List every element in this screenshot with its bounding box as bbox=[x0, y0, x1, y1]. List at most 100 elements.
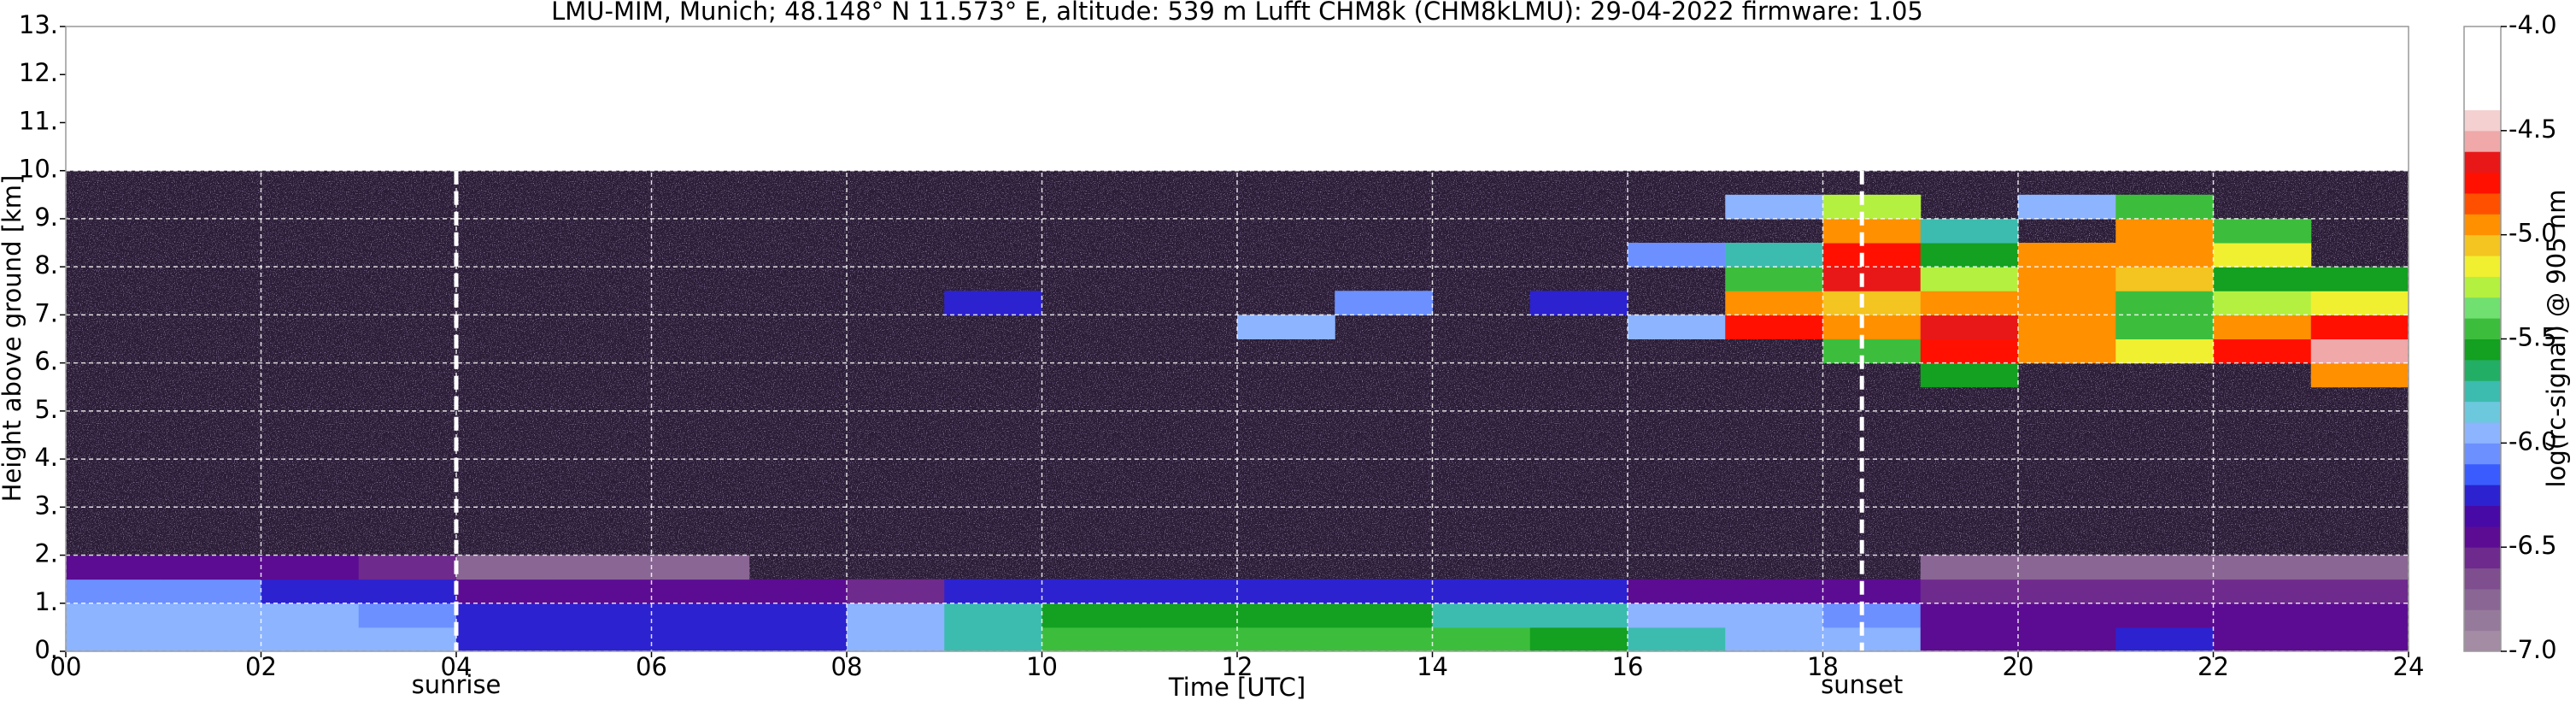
colorbar-swatch bbox=[2464, 547, 2501, 569]
heatmap-cell bbox=[2115, 194, 2214, 220]
x-tick-label: 20 bbox=[2003, 652, 2034, 681]
colorbar-swatch bbox=[2464, 172, 2501, 194]
heatmap-cell bbox=[554, 579, 652, 604]
heatmap-cell bbox=[1920, 627, 2019, 652]
y-tick-label: 4. bbox=[34, 443, 58, 472]
heatmap-cell bbox=[1529, 579, 1628, 604]
heatmap-cell bbox=[2115, 555, 2214, 580]
heatmap-cell bbox=[1920, 267, 2019, 291]
colorbar-tick-label: -6.0 bbox=[2509, 427, 2557, 456]
heatmap-cell bbox=[456, 555, 555, 580]
heatmap-cell bbox=[2018, 338, 2116, 364]
heatmap-cell bbox=[1920, 243, 2019, 268]
heatmap-cell bbox=[651, 579, 750, 604]
heatmap-cell bbox=[944, 603, 1042, 628]
heatmap-cell bbox=[456, 603, 555, 628]
heatmap-cell bbox=[2213, 603, 2312, 628]
heatmap-cell bbox=[2310, 291, 2409, 315]
heatmap-cell bbox=[2115, 603, 2214, 628]
x-tick-label: 06 bbox=[636, 652, 667, 681]
heatmap-cell bbox=[1725, 194, 1823, 220]
heatmap-cell bbox=[651, 555, 750, 580]
heatmap-cell bbox=[2310, 315, 2409, 339]
x-tick-label: 08 bbox=[831, 652, 863, 681]
heatmap-cell bbox=[1628, 243, 1726, 268]
heatmap-cell bbox=[944, 291, 1042, 315]
heatmap-cell bbox=[261, 555, 360, 580]
colorbar-swatch bbox=[2464, 568, 2501, 590]
heatmap-cell bbox=[2018, 243, 2116, 268]
heatmap-cell bbox=[2115, 338, 2214, 364]
heatmap-cell bbox=[651, 603, 750, 628]
colorbar-swatch bbox=[2464, 47, 2501, 69]
heatmap-cell bbox=[1237, 627, 1335, 652]
heatmap-cell bbox=[1920, 603, 2019, 628]
heatmap-cell bbox=[2213, 315, 2312, 339]
heatmap-cell bbox=[358, 603, 457, 628]
colorbar-swatch bbox=[2464, 588, 2501, 610]
x-tick-label: 10 bbox=[1026, 652, 1058, 681]
heatmap-cell bbox=[2018, 291, 2116, 315]
heatmap-cell bbox=[358, 555, 457, 580]
colorbar-swatch bbox=[2464, 609, 2501, 632]
heatmap-cell bbox=[1920, 579, 2019, 604]
colorbar-swatch bbox=[2464, 276, 2501, 298]
colorbar-label: log(rc-signal) @ 905 nm bbox=[2542, 190, 2571, 488]
heatmap-cell bbox=[358, 627, 457, 652]
colorbar-tick-label: -4.5 bbox=[2509, 115, 2557, 144]
heatmap-cell bbox=[1335, 291, 1433, 315]
x-tick-label: 12 bbox=[1222, 652, 1253, 681]
heatmap-cell bbox=[2018, 603, 2116, 628]
heatmap-cell bbox=[1139, 603, 1238, 628]
x-axis-label: Time [UTC] bbox=[1168, 673, 1306, 702]
heatmap-cell bbox=[1822, 338, 1922, 364]
heatmap-cell bbox=[1822, 315, 1922, 339]
heatmap-cell bbox=[66, 555, 164, 580]
y-axis-label: Height above ground [km] bbox=[0, 175, 26, 503]
heatmap-cell bbox=[748, 627, 848, 652]
x-tick-label: 00 bbox=[50, 652, 82, 681]
y-tick-label: 13. bbox=[19, 10, 58, 39]
heatmap-cell bbox=[2018, 194, 2116, 220]
heatmap-cell bbox=[1822, 218, 1922, 244]
colorbar-tick-label: -7.0 bbox=[2509, 635, 2557, 664]
heatmap-cell bbox=[1628, 315, 1726, 339]
heatmap-cell bbox=[1822, 194, 1922, 220]
heatmap-cell bbox=[1725, 267, 1823, 291]
heatmap-cell bbox=[944, 579, 1042, 604]
heatmap-cell bbox=[2018, 315, 2116, 339]
heatmap-cell bbox=[1042, 579, 1141, 604]
heatmap-cell bbox=[1920, 315, 2019, 339]
heatmap-cell bbox=[358, 579, 457, 604]
heatmap-cell bbox=[2213, 243, 2312, 268]
colorbar-swatch bbox=[2464, 68, 2501, 90]
heatmap-cell bbox=[1432, 627, 1531, 652]
colorbar-swatch bbox=[2464, 234, 2501, 256]
heatmap-cell bbox=[2310, 555, 2409, 580]
colorbar-swatch bbox=[2464, 214, 2501, 236]
heatmap-cell bbox=[1920, 338, 2019, 364]
heatmap-cell bbox=[2310, 627, 2409, 652]
heatmap-cell bbox=[66, 579, 164, 604]
heatmap-cell bbox=[1725, 291, 1823, 315]
x-tick-label: 18 bbox=[1807, 652, 1839, 681]
heatmap-cell bbox=[1335, 579, 1433, 604]
heatmap-cell bbox=[66, 627, 164, 652]
heatmap-cell bbox=[1822, 267, 1922, 291]
heatmap-cell bbox=[2310, 362, 2409, 388]
y-tick-label: 0. bbox=[34, 635, 58, 664]
heatmap-cell bbox=[163, 555, 261, 580]
y-tick-label: 12. bbox=[19, 58, 58, 87]
heatmap-cell bbox=[1822, 579, 1922, 604]
heatmap-cell bbox=[261, 627, 360, 652]
heatmap-cell bbox=[1628, 579, 1726, 604]
y-tick-label: 5. bbox=[34, 395, 58, 424]
chart-title: LMU-MIM, Munich; 48.148° N 11.573° E, al… bbox=[551, 0, 1923, 26]
x-tick-label: 02 bbox=[245, 652, 277, 681]
heatmap-cell bbox=[2018, 627, 2116, 652]
colorbar-swatch bbox=[2464, 421, 2501, 444]
heatmap-cell bbox=[1529, 603, 1628, 628]
heatmap-cell bbox=[1725, 579, 1823, 604]
